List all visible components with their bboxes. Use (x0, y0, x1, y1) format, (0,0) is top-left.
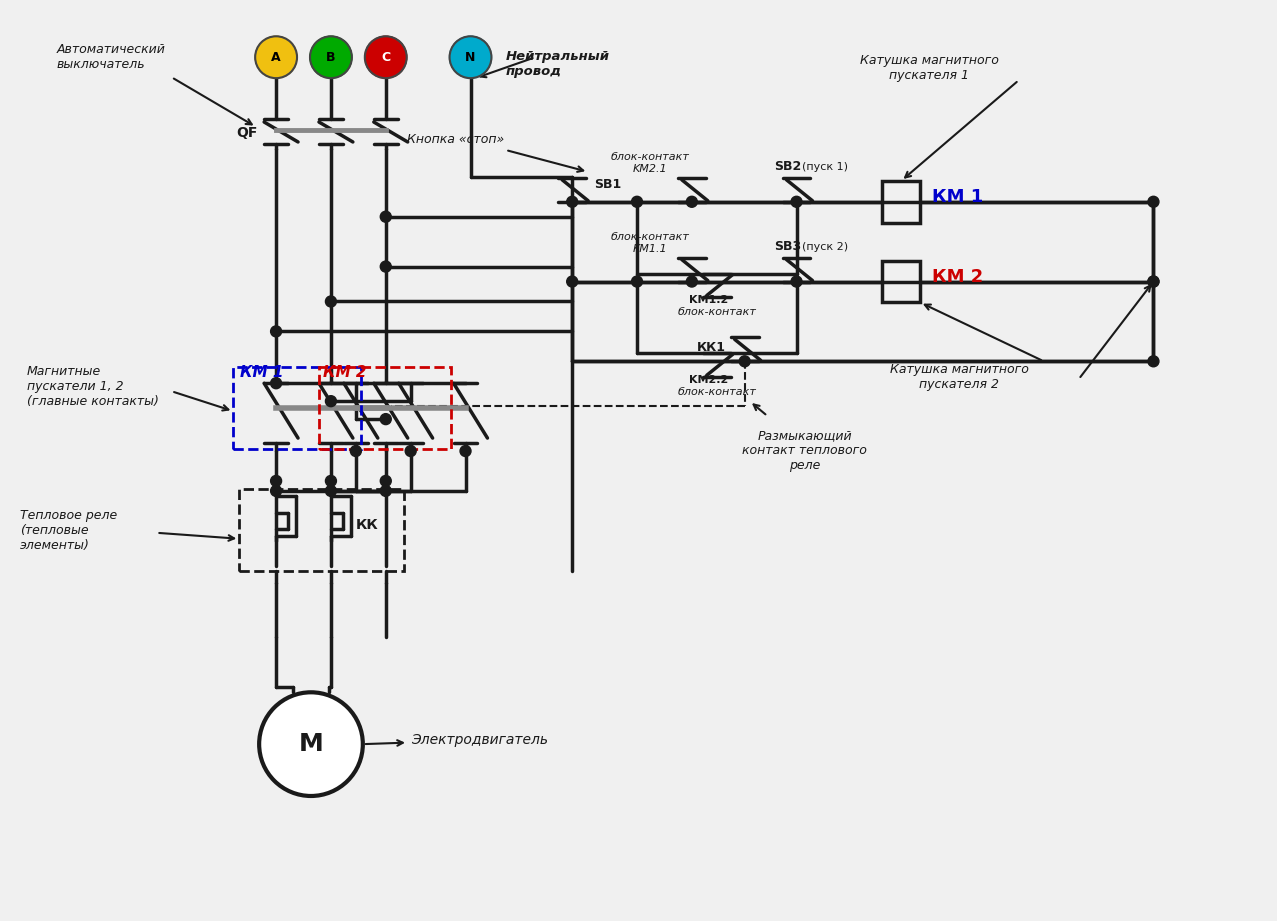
Circle shape (326, 475, 336, 486)
Circle shape (739, 356, 750, 367)
Circle shape (632, 196, 642, 207)
Circle shape (310, 36, 352, 78)
Text: Тепловое реле
(тепловые
элементы): Тепловое реле (тепловые элементы) (20, 509, 117, 553)
Text: (пуск 2): (пуск 2) (802, 241, 848, 251)
Text: SB3: SB3 (775, 239, 802, 252)
Circle shape (381, 261, 391, 272)
Circle shape (326, 396, 336, 407)
Circle shape (567, 276, 577, 287)
Circle shape (1148, 276, 1160, 287)
Text: блок-контакт: блок-контакт (677, 387, 756, 397)
Circle shape (271, 378, 282, 389)
Circle shape (567, 196, 577, 207)
Circle shape (259, 693, 363, 796)
Text: (пуск 1): (пуск 1) (802, 162, 848, 172)
Text: Катушка магнитного
пускателя 1: Катушка магнитного пускателя 1 (859, 54, 999, 82)
Circle shape (686, 196, 697, 207)
Circle shape (1148, 356, 1160, 367)
Text: C: C (382, 51, 391, 64)
Circle shape (326, 485, 336, 496)
Circle shape (450, 36, 492, 78)
Text: SB2: SB2 (775, 160, 802, 173)
Text: KM2.2: KM2.2 (690, 375, 728, 385)
Text: Размыкающий
контакт теплового
реле: Размыкающий контакт теплового реле (742, 429, 867, 472)
Text: KM1.2: KM1.2 (690, 296, 728, 306)
Text: КК: КК (356, 518, 378, 531)
Bar (882, 181, 921, 223)
Text: SB1: SB1 (594, 178, 622, 191)
Circle shape (790, 276, 802, 287)
Text: Нейтральный
провод: Нейтральный провод (506, 51, 609, 78)
Text: КМ 1: КМ 1 (240, 366, 283, 380)
Circle shape (381, 211, 391, 222)
Circle shape (381, 414, 391, 425)
Circle shape (381, 485, 391, 496)
Circle shape (405, 446, 416, 457)
Circle shape (271, 326, 282, 337)
Text: A: A (271, 51, 281, 64)
Text: Электродвигатель: Электродвигатель (365, 733, 548, 747)
Text: КМ 1: КМ 1 (932, 188, 983, 205)
Circle shape (255, 36, 298, 78)
Circle shape (460, 446, 471, 457)
Circle shape (365, 36, 406, 78)
Text: QF: QF (236, 126, 258, 140)
Circle shape (381, 475, 391, 486)
Circle shape (686, 276, 697, 287)
Bar (882, 261, 921, 302)
Circle shape (632, 276, 642, 287)
Text: Автоматический
выключатель: Автоматический выключатель (56, 43, 166, 71)
Text: блок-контакт: блок-контакт (677, 308, 756, 318)
Text: КК1: КК1 (697, 342, 725, 355)
Text: блок-контакт
KM1.1: блок-контакт KM1.1 (610, 232, 690, 253)
Circle shape (271, 485, 282, 496)
Circle shape (1148, 196, 1160, 207)
Circle shape (350, 446, 361, 457)
Text: Магнитные
пускатели 1, 2
(главные контакты): Магнитные пускатели 1, 2 (главные контак… (27, 365, 158, 408)
Text: М: М (299, 732, 323, 756)
Text: N: N (465, 51, 476, 64)
Text: Катушка магнитного
пускателя 2: Катушка магнитного пускателя 2 (890, 363, 1028, 391)
Circle shape (1148, 276, 1160, 287)
Text: КМ 2: КМ 2 (323, 366, 366, 380)
Text: блок-контакт
KM2.1: блок-контакт KM2.1 (610, 152, 690, 174)
Circle shape (326, 296, 336, 307)
Circle shape (790, 196, 802, 207)
Text: B: B (326, 51, 336, 64)
Text: Кнопка «стоп»: Кнопка «стоп» (407, 134, 504, 146)
Text: КМ 2: КМ 2 (932, 268, 983, 286)
Circle shape (271, 475, 282, 486)
